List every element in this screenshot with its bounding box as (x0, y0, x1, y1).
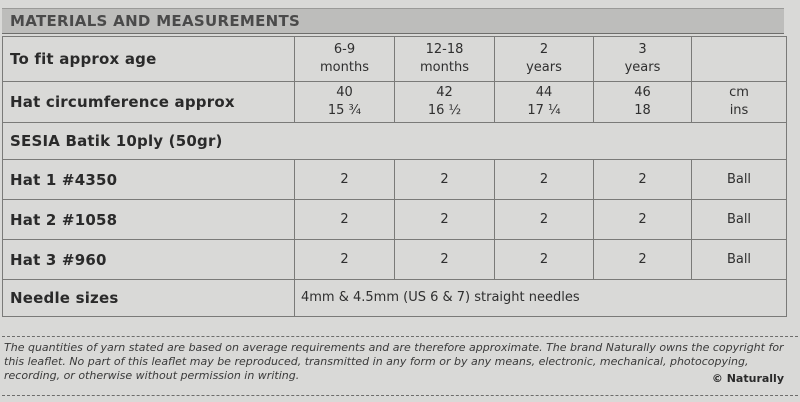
footer-divider-top (2, 336, 798, 337)
table-row-yarn: SESIA Batik 10ply (50gr) (2, 122, 787, 160)
copyright-notice: © Naturally (711, 372, 784, 385)
disclaimer-text: The quantities of yarn stated are based … (4, 341, 784, 382)
hat3-quantity: 2 (494, 239, 594, 280)
hat2-quantity: 2 (394, 199, 495, 240)
footer-disclaimer: The quantities of yarn stated are based … (4, 341, 790, 383)
circumference-cell: 44 17 ¼ (494, 81, 594, 123)
hat2-quantity: 2 (593, 199, 692, 240)
row-label-age: To fit approx age (2, 36, 295, 82)
hat1-quantity: 2 (294, 159, 395, 200)
row-label-circumference: Hat circumference approx (2, 81, 295, 123)
hat3-quantity: 2 (593, 239, 692, 280)
age-cell: 6-9 months (294, 36, 395, 82)
needle-sizes-text: 4mm & 4.5mm (US 6 & 7) straight needles (294, 279, 787, 317)
circumference-cell: 42 16 ½ (394, 81, 495, 123)
hat1-quantity: 2 (494, 159, 594, 200)
row-label-hat3: Hat 3 #960 (2, 239, 295, 280)
table-row-hat3: Hat 3 #960 2 2 2 2 Ball (2, 239, 787, 280)
row-label-yarn: SESIA Batik 10ply (50gr) (2, 122, 787, 160)
hat1-quantity: 2 (593, 159, 692, 200)
hat2-quantity: 2 (494, 199, 594, 240)
hat3-quantity: 2 (294, 239, 395, 280)
row-label-hat1: Hat 1 #4350 (2, 159, 295, 200)
materials-table: To fit approx age 6-9 months 12-18 months … (2, 36, 787, 317)
row-label-hat2: Hat 2 #1058 (2, 199, 295, 240)
circumference-cell: 46 18 (593, 81, 692, 123)
table-row-hat2: Hat 2 #1058 2 2 2 2 Ball (2, 199, 787, 240)
hat1-quantity: 2 (394, 159, 495, 200)
table-row-hat1: Hat 1 #4350 2 2 2 2 Ball (2, 159, 787, 200)
table-row-age: To fit approx age 6-9 months 12-18 months … (2, 36, 787, 82)
hat2-unit: Ball (691, 199, 787, 240)
footer-divider-bottom (2, 395, 798, 396)
row-label-needles: Needle sizes (2, 279, 295, 317)
age-unit-cell (691, 36, 787, 82)
table-row-circumference: Hat circumference approx 40 15 ¾ 42 16 ½ 4… (2, 81, 787, 123)
table-row-needles: Needle sizes 4mm & 4.5mm (US 6 & 7) stra… (2, 279, 787, 317)
age-cell: 2 years (494, 36, 594, 82)
hat1-unit: Ball (691, 159, 787, 200)
age-cell: 3 years (593, 36, 692, 82)
section-header: MATERIALS AND MEASUREMENTS (2, 8, 784, 34)
section-title: MATERIALS AND MEASUREMENTS (10, 12, 301, 30)
hat3-quantity: 2 (394, 239, 495, 280)
circumference-cell: 40 15 ¾ (294, 81, 395, 123)
circumference-unit-cell: cm ins (691, 81, 787, 123)
age-cell: 12-18 months (394, 36, 495, 82)
hat3-unit: Ball (691, 239, 787, 280)
hat2-quantity: 2 (294, 199, 395, 240)
